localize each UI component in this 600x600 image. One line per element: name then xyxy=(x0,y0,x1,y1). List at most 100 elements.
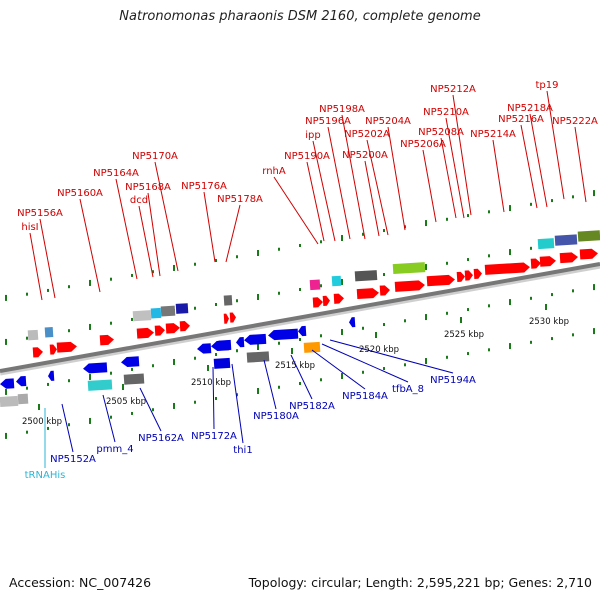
forward-gene-label: NP5206A xyxy=(400,139,446,150)
position-labels: 2500 kbp 2505 kbp 2510 kbp 2515 kbp 2520 kbp… xyxy=(22,304,569,427)
forward-gene-label-leader xyxy=(115,178,138,280)
forward-gene xyxy=(539,256,556,267)
forward-gene-box xyxy=(577,230,600,242)
forward-gene-shape xyxy=(539,256,556,267)
reverse-gene-box xyxy=(0,395,19,407)
forward-gene-shape xyxy=(356,288,379,300)
reverse-gene-label: NP5184A xyxy=(342,391,388,402)
forward-gene-label-leader xyxy=(366,139,389,236)
reverse-gene-label: thi1 xyxy=(233,445,252,456)
forward-gene-label-leader xyxy=(546,90,565,200)
reverse-gene-box xyxy=(87,379,113,391)
forward-gene-box-shape xyxy=(175,303,189,314)
forward-gene-label: ipp xyxy=(305,130,320,141)
forward-gene-box xyxy=(132,310,152,322)
backbone-line xyxy=(0,262,600,373)
position-label: 2515 kbp xyxy=(275,361,315,371)
forward-gene-label: NP5190A xyxy=(284,151,330,162)
forward-gene-label-leader xyxy=(520,124,538,209)
forward-gene xyxy=(530,258,541,269)
reverse-gene-label-leader xyxy=(102,394,116,443)
forward-gene-box xyxy=(223,295,233,306)
forward-gene xyxy=(426,274,455,287)
reverse-gene-box-shape xyxy=(213,357,231,369)
reverse-gene-box xyxy=(17,393,29,405)
forward-gene-label: NP5156A xyxy=(17,208,63,219)
forward-gene-label: tp19 xyxy=(536,80,559,91)
reverse-gene-shape xyxy=(349,317,356,328)
reverse-gene-box-shape xyxy=(123,373,145,385)
forward-gene-label: NP5198A xyxy=(319,104,365,115)
forward-gene-label-leader xyxy=(341,114,366,240)
forward-gene-label: NP5212A xyxy=(430,84,476,95)
forward-gene-shape xyxy=(484,262,530,275)
forward-gene-box xyxy=(554,234,578,246)
position-label: 2500 kbp xyxy=(22,417,62,427)
reverse-gene-label-leader xyxy=(231,363,244,444)
forward-gene xyxy=(579,248,598,260)
forward-gene-label: NP5218A xyxy=(507,103,553,114)
forward-gene-label: NP5176A xyxy=(181,181,227,192)
forward-gene-shape xyxy=(32,347,43,358)
forward-gene-shape xyxy=(530,258,541,269)
forward-gene-shape xyxy=(165,323,180,334)
position-label: 2510 kbp xyxy=(191,378,231,388)
forward-gene-label: NP5170A xyxy=(132,151,178,162)
reverse-gene-label: NP5180A xyxy=(253,411,299,422)
forward-gene xyxy=(32,347,43,358)
reverse-gene-box-shape xyxy=(87,379,113,391)
forward-gene-box-shape xyxy=(27,329,39,341)
forward-gene-box xyxy=(309,279,321,291)
forward-gene-label-leader xyxy=(203,191,216,263)
forward-gene-label-leader xyxy=(79,198,101,293)
reverse-gene xyxy=(213,339,232,351)
forward-gene-label-leader xyxy=(39,218,56,299)
reverse-gene-label: NP5182A xyxy=(289,401,335,412)
forward-gene-label: NP5222A xyxy=(552,116,598,127)
forward-gene xyxy=(229,312,236,323)
forward-gene xyxy=(484,262,530,275)
forward-gene-shape xyxy=(579,248,598,260)
reverse-gene-box xyxy=(213,357,231,369)
reverse-gene-label: tfbA_8 xyxy=(392,384,424,395)
forward-gene xyxy=(559,252,578,264)
forward-gene-box xyxy=(537,238,555,250)
forward-gene xyxy=(356,288,379,300)
reverse-gene-box-shape xyxy=(246,351,270,363)
reverse-gene xyxy=(83,362,108,374)
forward-gene-box-shape xyxy=(537,238,555,250)
reverse-gene-shape xyxy=(244,333,267,345)
reverse-gene-shape xyxy=(213,339,232,351)
reverse-gene xyxy=(121,356,140,367)
reverse-gene-label-leader xyxy=(290,354,313,400)
forward-gene-box-shape xyxy=(577,230,600,242)
forward-gene-label: NP5196A xyxy=(305,116,351,127)
reverse-gene-shape xyxy=(48,370,55,381)
forward-gene-label: NP5204A xyxy=(365,116,411,127)
forward-gene xyxy=(154,325,165,336)
reverse-gene-shape xyxy=(268,328,299,341)
gene-labels: hisI NP5156A NP5160A NP5164A dcd NP5168A NP517… xyxy=(17,80,598,481)
forward-gene-label: dcd xyxy=(130,195,148,206)
forward-gene-label-leader xyxy=(138,205,154,278)
forward-gene xyxy=(136,327,154,339)
forward-gene-label: NP5202A xyxy=(344,129,390,140)
reverse-gene-label-leader xyxy=(263,359,277,410)
forward-gene-label-leader xyxy=(312,140,336,242)
forward-gene xyxy=(223,313,229,324)
forward-gene-label-leader xyxy=(387,126,406,231)
reverse-gene-label-leader xyxy=(212,366,215,430)
forward-gene-shape xyxy=(559,252,578,264)
forward-gene-box xyxy=(44,327,54,338)
forward-gene xyxy=(49,344,57,355)
forward-gene-label-leader xyxy=(364,160,380,237)
reverse-gene xyxy=(349,317,356,328)
gene-features xyxy=(0,230,600,407)
reverse-gene-label-leader xyxy=(139,387,162,432)
label-leaders xyxy=(29,90,587,468)
forward-gene-box-shape xyxy=(554,234,578,246)
forward-gene-shape xyxy=(394,280,425,292)
forward-gene-box-shape xyxy=(132,310,152,322)
forward-gene-box xyxy=(160,305,176,317)
forward-gene-shape xyxy=(312,297,323,308)
